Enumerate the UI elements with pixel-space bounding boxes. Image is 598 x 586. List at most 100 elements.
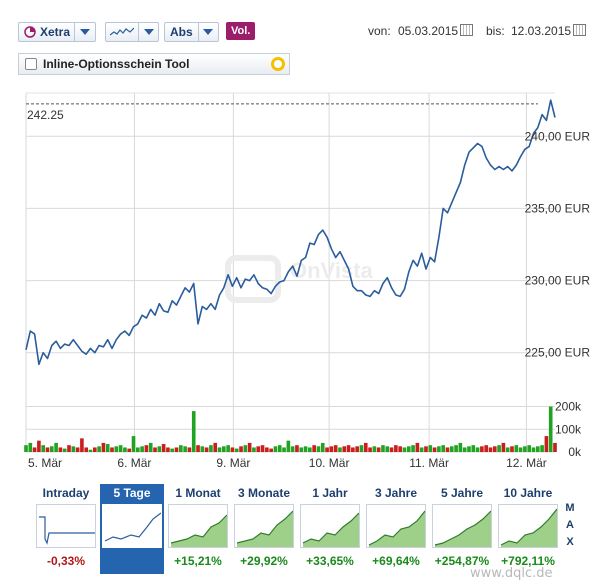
period-change: +33,65% bbox=[306, 554, 354, 568]
price-series-line bbox=[25, 99, 556, 366]
volume-bar bbox=[84, 447, 89, 452]
volume-bar bbox=[488, 447, 493, 452]
volume-bar bbox=[131, 436, 136, 452]
volume-bar bbox=[252, 447, 256, 452]
tool-checkbox[interactable] bbox=[25, 58, 37, 70]
volume-bar bbox=[368, 447, 372, 452]
calendar-icon[interactable] bbox=[460, 24, 474, 36]
volume-bar bbox=[97, 446, 101, 452]
volume-bar bbox=[54, 442, 58, 452]
from-date-value: 05.03.2015 bbox=[398, 24, 459, 38]
volume-bar bbox=[213, 442, 218, 452]
volume-bar bbox=[45, 447, 50, 452]
from-label: von: bbox=[368, 24, 391, 38]
period-tab-1-monat[interactable]: 1 Monat +15,21% bbox=[166, 484, 230, 574]
volume-bar bbox=[359, 445, 364, 452]
reference-label: 242.25 bbox=[27, 108, 64, 122]
period-tab-intraday[interactable]: Intraday -0,33% bbox=[34, 484, 98, 574]
volume-bar bbox=[234, 448, 239, 452]
volume-bar bbox=[196, 445, 200, 452]
volume-bar bbox=[501, 442, 506, 452]
exchange-select[interactable]: Xetra bbox=[18, 22, 96, 42]
volume-bar bbox=[105, 444, 110, 452]
volume-bar bbox=[209, 445, 213, 452]
volume-bar bbox=[428, 445, 433, 452]
watermark-text: OnVista bbox=[290, 258, 374, 283]
volume-bar bbox=[320, 442, 325, 452]
period-label: 5 Tage bbox=[113, 486, 151, 500]
thumb-line bbox=[434, 510, 491, 546]
line-chart-icon bbox=[106, 23, 138, 41]
volume-bar bbox=[398, 446, 402, 452]
volume-bar bbox=[312, 445, 316, 452]
volume-bar bbox=[183, 446, 187, 452]
y-tick-label: 230,00 EUR bbox=[525, 274, 591, 288]
volume-bar bbox=[505, 447, 510, 452]
volume-bar bbox=[123, 447, 127, 452]
volume-bar bbox=[32, 447, 37, 452]
volume-bar bbox=[230, 447, 235, 452]
volume-bar bbox=[325, 447, 329, 452]
volume-bar bbox=[441, 445, 445, 452]
price-chart[interactable]: OnVista 240,00 EUR 235,00 EUR 230,00 EUR 22… bbox=[0, 0, 598, 480]
volume-bar bbox=[277, 445, 282, 452]
exchange-icon bbox=[19, 23, 36, 41]
scale-select[interactable]: Abs bbox=[164, 22, 219, 42]
volume-bar bbox=[381, 445, 385, 452]
watermark-logo bbox=[225, 255, 281, 303]
volume-bar bbox=[273, 446, 278, 452]
volume-bar bbox=[239, 446, 243, 452]
volume-toggle-button[interactable]: Vol. bbox=[226, 22, 256, 40]
volume-bar bbox=[166, 447, 170, 452]
chevron-down-icon[interactable] bbox=[138, 23, 158, 41]
thumb-area bbox=[303, 513, 359, 547]
volume-bar bbox=[136, 447, 140, 452]
volume-bar bbox=[260, 445, 265, 452]
period-tab-5-jahre[interactable]: 5 Jahre +254,87% bbox=[430, 484, 494, 574]
volume-bar bbox=[518, 447, 523, 452]
thumb-area bbox=[501, 509, 557, 547]
inline-option-tool-bar[interactable]: Inline-Optionsschein Tool bbox=[18, 53, 290, 75]
period-tab-10-jahre[interactable]: 10 Jahre +792,11% bbox=[496, 484, 560, 574]
max-letter: A bbox=[566, 519, 574, 531]
volume-bar bbox=[88, 449, 93, 452]
volume-bar bbox=[372, 446, 377, 452]
volume-bar bbox=[243, 445, 248, 452]
volume-bar bbox=[67, 445, 71, 452]
y-tick-label: 225,00 EUR bbox=[525, 346, 591, 360]
onvista-watermark: OnVista bbox=[225, 255, 374, 303]
chart-type-select[interactable] bbox=[105, 22, 159, 42]
max-letter: X bbox=[566, 536, 574, 548]
y-tick-label: 240,00 EUR bbox=[525, 129, 591, 143]
chart-grid bbox=[25, 92, 555, 453]
period-tab-3-jahre[interactable]: 3 Jahre +69,64% bbox=[364, 484, 428, 574]
thumb-line bbox=[500, 508, 557, 546]
volume-bar bbox=[308, 447, 312, 452]
volume-bar bbox=[531, 447, 536, 452]
3month-thumb bbox=[234, 504, 294, 548]
period-tab-5-tage[interactable]: 5 Tage bbox=[100, 484, 164, 574]
footer-watermark: www.dqlc.de bbox=[470, 566, 553, 581]
volume-bar bbox=[342, 446, 347, 452]
period-change: +254,87% bbox=[434, 554, 490, 568]
chevron-down-icon[interactable] bbox=[74, 23, 95, 41]
10year-thumb bbox=[498, 504, 558, 548]
period-tab-1-jahr[interactable]: 1 Jahr +33,65% bbox=[298, 484, 362, 574]
from-date-field[interactable]: 05.03.2015 bbox=[398, 24, 474, 38]
info-icon[interactable] bbox=[271, 57, 285, 71]
calendar-icon[interactable] bbox=[573, 24, 587, 36]
volume-tick-label: 200k bbox=[555, 400, 582, 414]
chevron-down-icon[interactable] bbox=[197, 23, 218, 41]
to-date-field[interactable]: 12.03.2015 bbox=[511, 24, 587, 38]
volume-bar bbox=[523, 446, 527, 452]
period-tab-3-monate[interactable]: 3 Monate +29,92% bbox=[232, 484, 296, 574]
volume-bar bbox=[140, 446, 144, 452]
x-tick-label: 12. Mär bbox=[506, 456, 547, 470]
volume-bar bbox=[449, 446, 454, 452]
volume-bar bbox=[484, 445, 489, 452]
volume-bar bbox=[376, 447, 381, 452]
period-change: +792,11% bbox=[501, 554, 555, 568]
volume-bar bbox=[492, 446, 497, 452]
volume-bar bbox=[295, 445, 299, 452]
